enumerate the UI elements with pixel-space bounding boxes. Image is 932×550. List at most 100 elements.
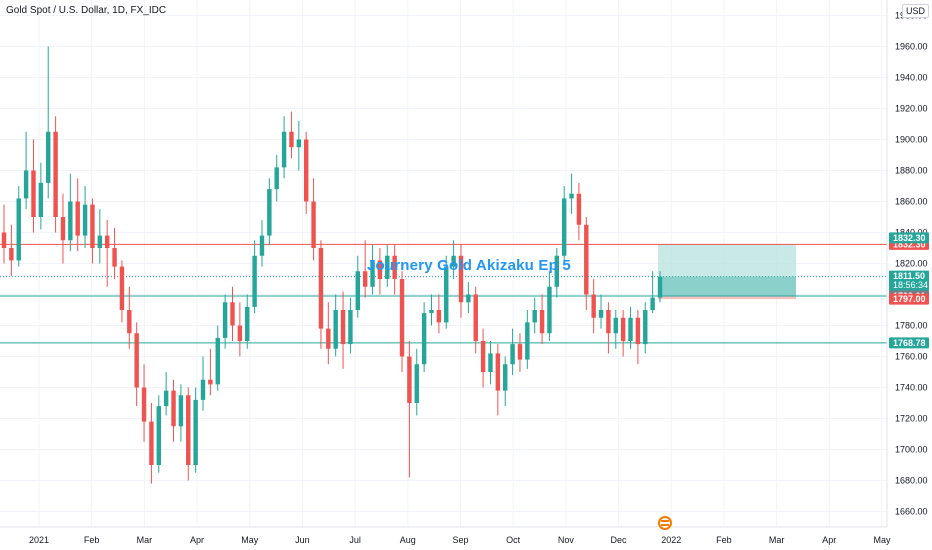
- candle-body: [326, 328, 331, 349]
- horizontal-levels: [0, 243, 887, 344]
- candle-body: [480, 341, 486, 372]
- candle-body: [274, 167, 279, 190]
- stop-price-text: 1797.00: [893, 294, 926, 304]
- chart-grid: [0, 0, 887, 527]
- candle-body: [385, 255, 390, 279]
- candle-body: [127, 310, 132, 334]
- candle-body: [657, 276, 663, 298]
- candle-body: [348, 310, 353, 345]
- x-tick-label: Mar: [137, 535, 153, 545]
- x-tick-label: 2021: [29, 535, 49, 545]
- candle-body: [620, 317, 626, 341]
- candle-body: [643, 310, 648, 345]
- price-badges: 1832.301799.061768.781832.301811.5018:56…: [889, 232, 929, 349]
- candle-body: [163, 390, 169, 407]
- candle-body: [429, 310, 434, 314]
- candle-body: [311, 201, 316, 248]
- candle-body: [171, 390, 176, 427]
- candle-body: [613, 317, 618, 334]
- candle-body: [200, 379, 206, 400]
- x-tick-label: Feb: [84, 535, 100, 545]
- candle-body: [392, 255, 397, 279]
- candle-body: [149, 421, 154, 465]
- candle-body: [377, 260, 383, 279]
- candle-body: [576, 193, 582, 225]
- candle-body: [141, 387, 147, 422]
- y-tick-label: 1780.00: [895, 321, 928, 331]
- y-tick-label: 1680.00: [895, 476, 928, 486]
- candle-body: [119, 266, 125, 310]
- y-tick-label: 1720.00: [895, 414, 928, 424]
- x-tick-label: Feb: [716, 535, 732, 545]
- candle-body: [414, 364, 419, 403]
- candle-body: [75, 201, 80, 236]
- y-tick-label: 1860.00: [895, 197, 928, 207]
- candle-body: [46, 131, 51, 183]
- stop-price-badge: [889, 293, 929, 305]
- candles: [1, 46, 663, 484]
- candle-body: [215, 337, 220, 385]
- candle-body: [245, 306, 250, 341]
- candle-body: [650, 297, 655, 310]
- candle-body: [473, 294, 478, 341]
- y-tick-label: 1960.00: [895, 42, 928, 52]
- candle-body: [635, 317, 641, 345]
- candle-body: [488, 353, 493, 372]
- x-tick-label: Apr: [822, 535, 836, 545]
- candle-body: [193, 399, 198, 465]
- x-tick-label: Jul: [349, 535, 361, 545]
- candle-body: [561, 198, 567, 256]
- candle-body: [495, 353, 501, 391]
- y-tick-label: 1900.00: [895, 135, 928, 145]
- x-tick-label: May: [873, 535, 891, 545]
- candle-body: [289, 131, 294, 148]
- last-price-badge: [889, 270, 929, 291]
- candle-body: [252, 255, 257, 307]
- candle-body: [156, 406, 161, 465]
- candle-body: [112, 248, 117, 267]
- y-tick-label: 1920.00: [895, 104, 928, 114]
- candle-body: [539, 310, 545, 334]
- candle-body: [355, 271, 361, 310]
- x-tick-label: Jun: [295, 535, 310, 545]
- x-tick-label: 2022: [661, 535, 681, 545]
- candle-body: [547, 286, 552, 334]
- x-tick-label: Apr: [190, 535, 204, 545]
- currency-button[interactable]: USD: [902, 4, 930, 18]
- candle-body: [16, 198, 21, 261]
- last-price-countdown: 18:56:34: [893, 280, 928, 290]
- candle-body: [407, 356, 412, 403]
- candle-body: [259, 235, 265, 256]
- candle-body: [23, 170, 29, 199]
- symbol-title[interactable]: Gold Spot / U.S. Dollar, 1D, FX_IDC: [6, 5, 167, 16]
- candle-body: [451, 255, 456, 267]
- x-tick-label: Nov: [558, 535, 575, 545]
- target-price-text: 1832.30: [893, 233, 926, 243]
- candle-body: [104, 235, 110, 248]
- resistance-text: 1832.30: [893, 239, 926, 249]
- y-tick-label: 1740.00: [895, 383, 928, 393]
- candle-body: [399, 279, 405, 357]
- candle-body: [97, 235, 103, 248]
- candle-body: [584, 224, 589, 295]
- candle-body: [9, 248, 14, 261]
- x-tick-label: May: [241, 535, 259, 545]
- y-tick-label: 1880.00: [895, 166, 928, 176]
- candle-body: [458, 255, 464, 303]
- x-tick-label: Sep: [452, 535, 468, 545]
- chart-annotation-text[interactable]: Journery Gold Akizaku Ep 5: [367, 257, 571, 274]
- candle-body: [436, 310, 442, 323]
- y-tick-label: 1700.00: [895, 445, 928, 455]
- candle-body: [60, 217, 66, 241]
- last-price-text: 1811.50: [893, 271, 925, 281]
- stop-zone: [658, 295, 796, 300]
- candle-body: [237, 325, 243, 341]
- candle-body: [134, 333, 139, 388]
- candle-body: [569, 193, 574, 199]
- y-tick-label: 1760.00: [895, 352, 928, 362]
- flag-icon[interactable]: [658, 516, 672, 530]
- support-low-badge: [889, 337, 929, 349]
- candle-body: [503, 364, 508, 391]
- candle-body: [31, 170, 36, 217]
